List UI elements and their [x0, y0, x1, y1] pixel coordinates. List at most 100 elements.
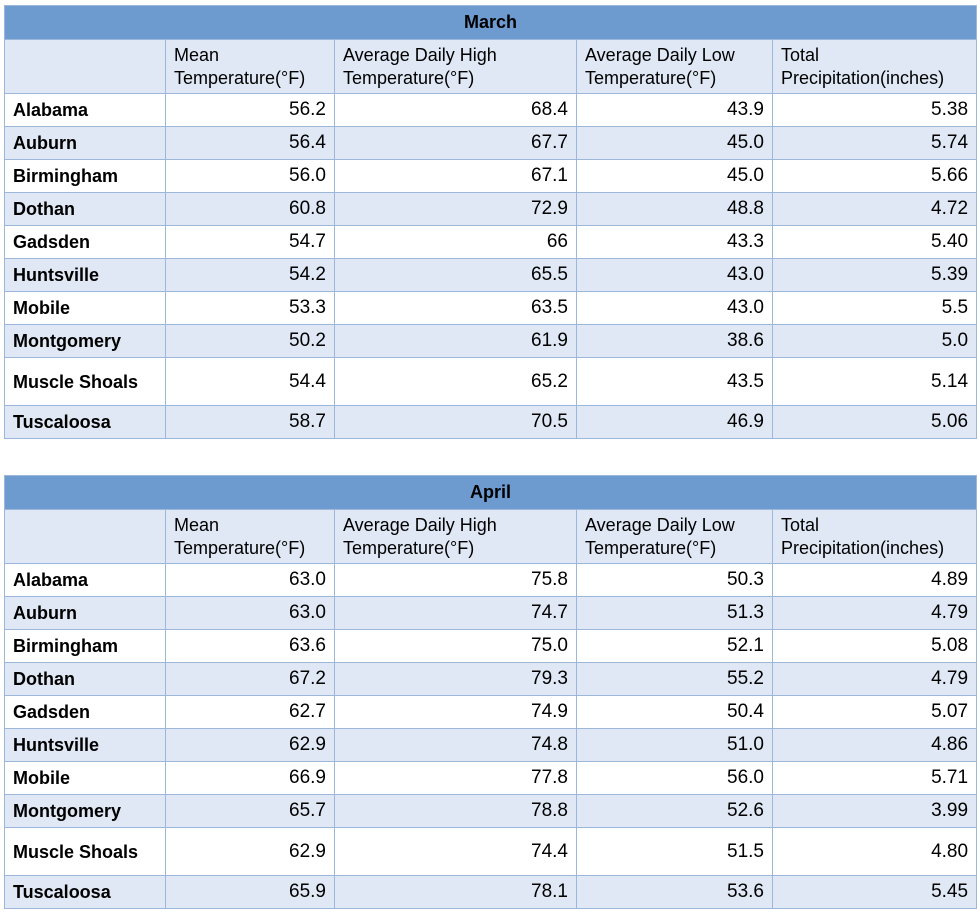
- cell-precipitation: 5.71: [771, 761, 978, 795]
- table-row: Dothan 67.2 79.3 55.2 4.79: [4, 662, 978, 696]
- cell-precipitation: 4.72: [771, 192, 978, 226]
- cell-avg-low: 45.0: [576, 159, 773, 193]
- cell-mean-temp: 56.0: [165, 159, 335, 193]
- table-title: April: [3, 475, 978, 510]
- table-row: Muscle Shoals 54.4 65.2 43.5 5.14: [4, 357, 978, 406]
- cell-precipitation: 4.79: [771, 596, 978, 630]
- row-label-city: Auburn: [4, 126, 166, 160]
- cell-avg-low: 43.3: [576, 225, 773, 259]
- cell-mean-temp: 54.4: [165, 357, 335, 406]
- cell-precipitation: 5.38: [771, 93, 978, 127]
- cell-mean-temp: 63.6: [165, 629, 335, 663]
- cell-mean-temp: 50.2: [165, 324, 335, 358]
- column-header-precipitation: Total Precipitation(inches): [771, 39, 978, 94]
- cell-precipitation: 5.5: [771, 291, 978, 325]
- april-table-container: April Mean Temperature(°F) Average Daily…: [3, 475, 978, 909]
- cell-precipitation: 5.0: [771, 324, 978, 358]
- table-row: Montgomery 65.7 78.8 52.6 3.99: [4, 794, 978, 828]
- cell-mean-temp: 54.2: [165, 258, 335, 292]
- table-row: Alabama 56.2 68.4 43.9 5.38: [4, 93, 978, 127]
- corner-header-cell: [4, 509, 166, 564]
- row-label-city: Montgomery: [4, 324, 166, 358]
- row-label-city: Alabama: [4, 563, 166, 597]
- cell-avg-low: 46.9: [576, 405, 773, 439]
- cell-avg-high: 77.8: [334, 761, 577, 795]
- cell-precipitation: 5.08: [771, 629, 978, 663]
- table-row: Huntsville 54.2 65.5 43.0 5.39: [4, 258, 978, 292]
- cell-avg-high: 70.5: [334, 405, 577, 439]
- cell-avg-high: 63.5: [334, 291, 577, 325]
- cell-avg-low: 56.0: [576, 761, 773, 795]
- row-label-city: Birmingham: [4, 159, 166, 193]
- cell-avg-low: 48.8: [576, 192, 773, 226]
- table-row: Birmingham 63.6 75.0 52.1 5.08: [4, 629, 978, 663]
- cell-avg-high: 66: [334, 225, 577, 259]
- row-label-city: Gadsden: [4, 695, 166, 729]
- cell-avg-low: 43.5: [576, 357, 773, 406]
- table-row: Tuscaloosa 58.7 70.5 46.9 5.06: [4, 405, 978, 439]
- cell-precipitation: 5.07: [771, 695, 978, 729]
- cell-mean-temp: 56.2: [165, 93, 335, 127]
- cell-avg-high: 68.4: [334, 93, 577, 127]
- column-header-mean-temp: Mean Temperature(°F): [165, 509, 335, 564]
- cell-avg-high: 61.9: [334, 324, 577, 358]
- table-row: Alabama 63.0 75.8 50.3 4.89: [4, 563, 978, 597]
- cell-mean-temp: 60.8: [165, 192, 335, 226]
- cell-precipitation: 5.39: [771, 258, 978, 292]
- cell-avg-low: 43.0: [576, 258, 773, 292]
- row-label-city: Tuscaloosa: [4, 875, 166, 909]
- column-header-mean-temp: Mean Temperature(°F): [165, 39, 335, 94]
- cell-avg-low: 51.3: [576, 596, 773, 630]
- cell-precipitation: 5.06: [771, 405, 978, 439]
- column-header-avg-high: Average Daily High Temperature(°F): [334, 39, 577, 94]
- cell-precipitation: 4.86: [771, 728, 978, 762]
- cell-avg-high: 79.3: [334, 662, 577, 696]
- cell-avg-low: 43.0: [576, 291, 773, 325]
- cell-avg-low: 52.6: [576, 794, 773, 828]
- corner-header-cell: [4, 39, 166, 94]
- cell-avg-low: 55.2: [576, 662, 773, 696]
- row-label-city: Dothan: [4, 662, 166, 696]
- table-row: Tuscaloosa 65.9 78.1 53.6 5.45: [4, 875, 978, 909]
- table-row: Muscle Shoals 62.9 74.4 51.5 4.80: [4, 827, 978, 876]
- table-row: Gadsden 62.7 74.9 50.4 5.07: [4, 695, 978, 729]
- cell-mean-temp: 62.7: [165, 695, 335, 729]
- row-label-city: Huntsville: [4, 728, 166, 762]
- cell-mean-temp: 62.9: [165, 728, 335, 762]
- table-row: Auburn 56.4 67.7 45.0 5.74: [4, 126, 978, 160]
- cell-precipitation: 4.89: [771, 563, 978, 597]
- cell-precipitation: 5.14: [771, 357, 978, 406]
- cell-avg-low: 53.6: [576, 875, 773, 909]
- cell-mean-temp: 63.0: [165, 563, 335, 597]
- april-table-body: Alabama 63.0 75.8 50.3 4.89 Auburn 63.0 74.7 51.…: [4, 563, 978, 909]
- cell-avg-high: 65.5: [334, 258, 577, 292]
- cell-avg-low: 38.6: [576, 324, 773, 358]
- row-label-city: Muscle Shoals: [4, 357, 166, 406]
- row-label-city: Mobile: [4, 761, 166, 795]
- table-row: Auburn 63.0 74.7 51.3 4.79: [4, 596, 978, 630]
- table-row: Mobile 66.9 77.8 56.0 5.71: [4, 761, 978, 795]
- table-row: Gadsden 54.7 66 43.3 5.40: [4, 225, 978, 259]
- column-header-avg-low: Average Daily Low Temperature(°F): [576, 509, 773, 564]
- table-row: Huntsville 62.9 74.8 51.0 4.86: [4, 728, 978, 762]
- march-table: March Mean Temperature(°F) Average Daily…: [3, 5, 978, 439]
- april-table: April Mean Temperature(°F) Average Daily…: [3, 475, 978, 909]
- row-label-city: Muscle Shoals: [4, 827, 166, 876]
- cell-mean-temp: 54.7: [165, 225, 335, 259]
- cell-avg-high: 67.1: [334, 159, 577, 193]
- march-table-container: March Mean Temperature(°F) Average Daily…: [3, 5, 978, 439]
- cell-mean-temp: 65.9: [165, 875, 335, 909]
- cell-avg-low: 51.5: [576, 827, 773, 876]
- row-label-city: Birmingham: [4, 629, 166, 663]
- cell-mean-temp: 63.0: [165, 596, 335, 630]
- cell-mean-temp: 62.9: [165, 827, 335, 876]
- cell-precipitation: 5.74: [771, 126, 978, 160]
- row-label-city: Alabama: [4, 93, 166, 127]
- table-title: March: [3, 5, 978, 40]
- cell-avg-high: 78.8: [334, 794, 577, 828]
- cell-avg-low: 52.1: [576, 629, 773, 663]
- row-label-city: Montgomery: [4, 794, 166, 828]
- cell-avg-low: 51.0: [576, 728, 773, 762]
- row-label-city: Auburn: [4, 596, 166, 630]
- cell-avg-high: 72.9: [334, 192, 577, 226]
